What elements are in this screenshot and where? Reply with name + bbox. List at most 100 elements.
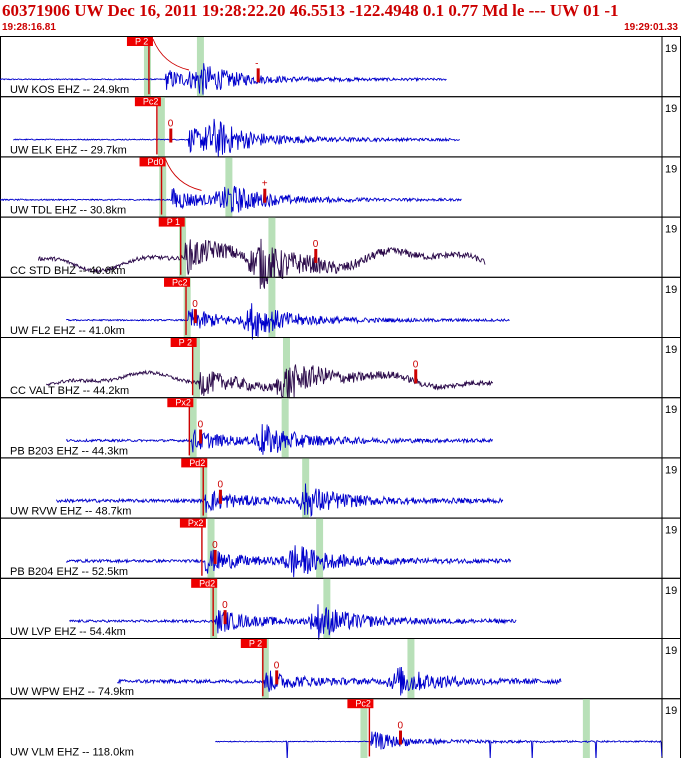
waveform-trace [55, 483, 504, 518]
phase-band [281, 398, 289, 458]
duration-arc [165, 159, 202, 191]
phase-band [282, 338, 290, 398]
waveform-trace [65, 545, 512, 578]
coda-mark-label: 0 [222, 600, 228, 611]
station-label: PB B203 EHZ -- 44.3km [10, 445, 128, 457]
coda-marker [399, 730, 403, 745]
pick-label: P 2 [249, 639, 262, 649]
waveform-trace [45, 364, 494, 399]
phase-band [582, 699, 590, 758]
coda-marker [256, 68, 260, 83]
pick-box [164, 277, 191, 287]
pick-label: Pc2 [172, 277, 188, 287]
waveform-trace [116, 666, 562, 696]
station-label: UW VLM EHZ -- 118.0km [10, 746, 134, 758]
station-label: UW LVP EHZ -- 54.4km [10, 626, 126, 638]
pick-label: Px2 [175, 398, 191, 408]
phase-band [143, 37, 151, 97]
start-time: 19:28:16.81 [2, 22, 56, 33]
pick-box [181, 458, 208, 468]
phase-band [360, 699, 368, 758]
phase-band [196, 37, 204, 97]
pick-label: Pc2 [355, 699, 371, 709]
coda-marker [314, 248, 318, 263]
pick-box [347, 699, 374, 709]
pick-label: Px2 [188, 518, 204, 528]
phase-band [159, 157, 167, 217]
pick-box [240, 639, 267, 648]
right-tick-label: 19 [665, 645, 677, 657]
phase-band [157, 97, 165, 157]
right-tick-label: 19 [665, 163, 677, 175]
pick-box [139, 157, 166, 167]
station-label: PB B204 EHZ -- 52.5km [10, 566, 128, 578]
coda-marker [275, 670, 279, 685]
pick-label: P 1 [167, 217, 180, 227]
header: 60371906 UW Dec 16, 2011 19:28:22.20 46.… [0, 0, 681, 36]
pick-box [191, 578, 218, 588]
phase-band [268, 217, 276, 277]
right-tick-label: 19 [665, 525, 677, 537]
waveform-trace [214, 731, 663, 758]
waveform-trace [37, 238, 486, 289]
coda-mark-label: 0 [198, 420, 204, 431]
pick-label: Pd0 [148, 157, 164, 167]
phase-band [316, 518, 324, 578]
coda-mark-label: 0 [168, 119, 174, 130]
right-tick-label: 19 [665, 464, 677, 476]
pick-box [134, 97, 161, 107]
coda-mark-label: + [262, 179, 268, 190]
pick-label: Pc2 [143, 97, 159, 107]
coda-mark-label: 0 [217, 480, 223, 491]
coda-marker [193, 309, 197, 324]
right-tick-label: 19 [665, 103, 677, 115]
pick-box [158, 217, 185, 227]
right-tick-label: 19 [665, 585, 677, 597]
waveform-trace [0, 185, 462, 213]
coda-marker [169, 128, 173, 143]
pick-label: Pd2 [199, 578, 215, 588]
pick-box [126, 37, 153, 46]
coda-mark-label: 0 [313, 239, 319, 250]
pick-label: P 2 [135, 37, 148, 47]
right-tick-label: 19 [665, 344, 677, 356]
pick-label: Pd2 [189, 458, 205, 468]
phase-band [183, 277, 191, 337]
station-label: UW RVW EHZ -- 48.7km [10, 506, 131, 518]
phase-band [268, 277, 276, 337]
end-time: 19:29:01.33 [624, 22, 678, 33]
pick-box [179, 518, 206, 528]
waveform-trace [0, 63, 447, 95]
waveform-trace [65, 303, 510, 340]
coda-mark-label: 0 [192, 299, 198, 310]
phase-band [407, 639, 415, 699]
waveform-trace [65, 424, 493, 455]
phase-band [179, 217, 187, 277]
station-label: UW TDL EHZ -- 30.8km [10, 205, 126, 217]
coda-marker [414, 369, 418, 384]
right-tick-label: 19 [665, 224, 677, 236]
pick-box [167, 398, 194, 408]
station-label: UW WPW EHZ -- 74.9km [10, 686, 134, 698]
coda-marker [199, 429, 203, 444]
coda-mark-label: 0 [212, 540, 218, 551]
coda-marker [218, 489, 222, 504]
pick-box [170, 338, 197, 347]
duration-arc [152, 38, 190, 71]
right-tick-label: 19 [665, 404, 677, 416]
phase-band [225, 157, 233, 217]
phase-band [207, 518, 215, 578]
coda-marker [213, 549, 217, 564]
coda-marker [223, 610, 227, 625]
coda-marker [263, 188, 267, 203]
coda-mark-label: 0 [398, 721, 404, 732]
event-title: 60371906 UW Dec 16, 2011 19:28:22.20 46.… [2, 1, 619, 20]
right-tick-label: 19 [665, 284, 677, 296]
pick-label: P 2 [179, 338, 192, 348]
phase-band [189, 398, 197, 458]
station-label: UW ELK EHZ -- 29.7km [10, 144, 127, 156]
waveform-trace [13, 118, 460, 158]
right-tick-label: 19 [665, 705, 677, 717]
waveform-trace [69, 604, 517, 640]
